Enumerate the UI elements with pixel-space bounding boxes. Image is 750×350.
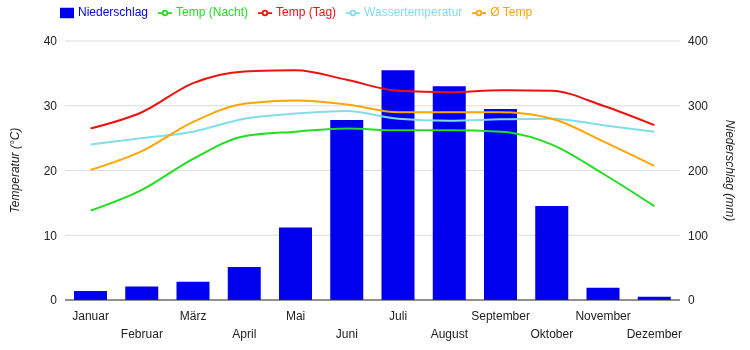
svg-text:20: 20 [44,164,58,178]
html-text:Ø Temp: Ø Temp [490,5,533,19]
html-text:Temp (Nacht): Temp (Nacht) [176,5,249,19]
svg-text:November: November [575,309,630,323]
svg-text:200: 200 [688,164,708,178]
svg-text:Mai: Mai [286,309,305,323]
svg-text:Temperatur (°C): Temperatur (°C) [8,128,22,214]
svg-text:März: März [180,309,207,323]
svg-text:August: August [431,327,469,341]
svg-text:30: 30 [44,99,58,113]
svg-text:September: September [471,309,530,323]
svg-text:10: 10 [44,229,58,243]
svg-text:April: April [232,327,256,341]
svg-text:100: 100 [688,229,708,243]
svg-text:Juli: Juli [389,309,407,323]
svg-text:Februar: Februar [121,327,163,341]
svg-text:Dezember: Dezember [627,327,682,341]
svg-text:300: 300 [688,99,708,113]
svg-text:Juni: Juni [336,327,358,341]
svg-text:Oktober: Oktober [531,327,574,341]
svg-text:0: 0 [50,293,57,307]
html-text:Niederschlag: Niederschlag [78,5,148,19]
svg-text:0: 0 [688,293,695,307]
svg-text:Niederschlag (mm): Niederschlag (mm) [723,120,737,221]
svg-text:Januar: Januar [72,309,109,323]
svg-text:400: 400 [688,34,708,48]
svg-text:40: 40 [44,34,58,48]
html-text:Wassertemperatur: Wassertemperatur [364,5,463,19]
html-text:Temp (Tag): Temp (Tag) [276,5,337,19]
